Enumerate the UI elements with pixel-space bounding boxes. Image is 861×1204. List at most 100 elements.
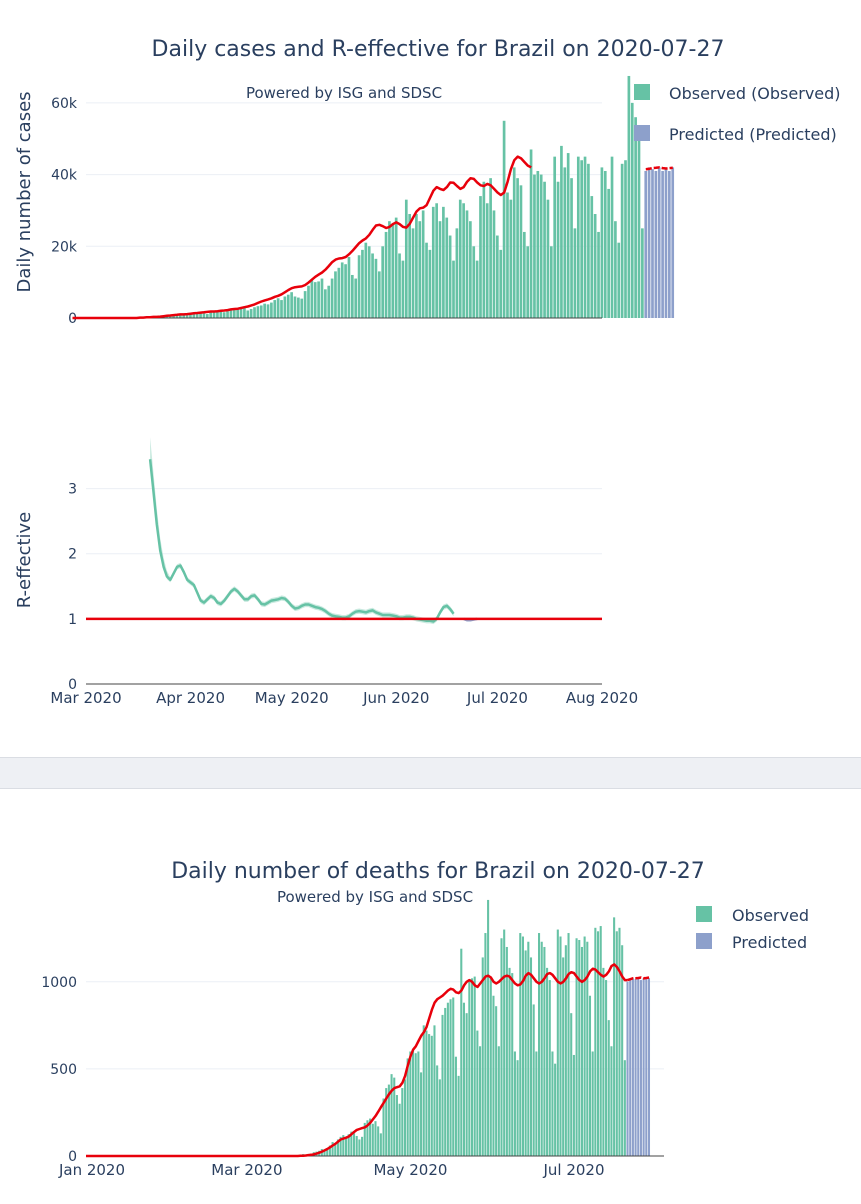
cases-observed-bar xyxy=(452,261,455,318)
deaths-observed-bar xyxy=(372,1124,374,1156)
cases-observed-bar xyxy=(375,259,378,318)
deaths-observed-bar xyxy=(538,933,540,1156)
deaths-observed-bar xyxy=(610,1046,612,1156)
cases-observed-bar xyxy=(240,308,243,318)
cases-observed-bar xyxy=(574,228,577,318)
deaths-x-tick-label: Jan 2020 xyxy=(58,1161,125,1179)
deaths-observed-bar xyxy=(584,937,586,1156)
deaths-observed-bar xyxy=(592,1051,594,1156)
deaths-observed-bar xyxy=(618,928,620,1156)
deaths-observed-bar xyxy=(444,1008,446,1156)
cases-observed-bar xyxy=(570,178,573,318)
cases-observed-bar xyxy=(327,286,330,318)
cases-observed-bar xyxy=(311,280,314,318)
cases-observed-bar xyxy=(557,182,560,318)
deaths-observed-bar xyxy=(412,1050,414,1156)
reff-y-tick-label: 1 xyxy=(68,612,77,628)
cases-observed-bar xyxy=(422,210,425,318)
reff-x-tick-label: Mar 2020 xyxy=(50,689,121,707)
cases-observed-bar xyxy=(371,253,374,318)
deaths-observed-bar xyxy=(602,968,604,1156)
cases-observed-bar xyxy=(412,228,415,318)
cases-observed-bar xyxy=(415,214,418,318)
cases-observed-bar xyxy=(294,296,297,318)
deaths-observed-bar xyxy=(559,937,561,1156)
deaths-observed-bar xyxy=(576,938,578,1156)
cases-observed-bar xyxy=(250,309,253,318)
cases-predicted-bar xyxy=(665,169,668,318)
cases-observed-bar xyxy=(638,132,641,318)
cases-observed-bar xyxy=(361,250,364,318)
deaths-annotation: Powered by ISG and SDSC xyxy=(277,888,473,906)
deaths-legend-swatch xyxy=(696,933,712,949)
cases-observed-bar xyxy=(634,117,637,318)
cases-observed-bar xyxy=(253,307,256,318)
cases-observed-bar xyxy=(364,243,367,318)
cases-observed-bar xyxy=(257,306,260,318)
deaths-observed-bar xyxy=(428,1034,430,1156)
cases-observed-bar xyxy=(597,232,600,318)
cases-observed-bar xyxy=(523,232,526,318)
deaths-x-tick-label: Mar 2020 xyxy=(211,1161,282,1179)
deaths-predicted-bar xyxy=(648,978,650,1156)
deaths-observed-bar xyxy=(447,1003,449,1156)
cases-observed-bar xyxy=(611,157,614,318)
cases-observed-bar xyxy=(526,246,529,318)
deaths-observed-bar xyxy=(605,980,607,1156)
deaths-observed-bar xyxy=(396,1095,398,1156)
cases-observed-bar xyxy=(388,221,391,318)
deaths-observed-bar xyxy=(476,1031,478,1156)
deaths-observed-bar xyxy=(490,977,492,1156)
cases-observed-bar xyxy=(516,178,519,318)
cases-observed-bar xyxy=(331,279,334,318)
deaths-observed-bar xyxy=(401,1088,403,1156)
cases-observed-bar xyxy=(449,236,452,318)
deaths-observed-bar xyxy=(551,1051,553,1156)
cases-observed-bar xyxy=(435,203,438,318)
deaths-observed-bar xyxy=(554,1064,556,1156)
deaths-observed-bar xyxy=(541,942,543,1156)
reff-x-tick-label: May 2020 xyxy=(255,689,329,707)
cases-observed-bar xyxy=(469,221,472,318)
cases-observed-bar xyxy=(590,196,593,318)
deaths-observed-bar xyxy=(589,996,591,1156)
cases-observed-bar xyxy=(290,292,293,318)
deaths-observed-bar xyxy=(578,940,580,1156)
deaths-observed-bar xyxy=(436,1065,438,1156)
cases-observed-bar xyxy=(378,271,381,318)
deaths-observed-bar xyxy=(479,1046,481,1156)
cases-observed-bar xyxy=(459,200,462,318)
cases-legend-label: Observed (Observed) xyxy=(669,84,841,103)
deaths-observed-bar xyxy=(549,980,551,1156)
deaths-predicted-bar xyxy=(626,982,628,1156)
cases-observed-bar xyxy=(560,146,563,318)
deaths-predicted-bar xyxy=(640,980,642,1156)
deaths-observed-bar xyxy=(498,1046,500,1156)
deaths-observed-bar xyxy=(452,997,454,1156)
deaths-observed-bar xyxy=(380,1133,382,1156)
reff-y-tick-label: 2 xyxy=(68,547,77,563)
deaths-observed-bar xyxy=(361,1137,363,1156)
deaths-legend-label: Predicted xyxy=(732,933,807,952)
cases-observed-bar xyxy=(226,311,229,318)
cases-observed-bar xyxy=(402,261,405,318)
cases-observed-bar xyxy=(631,103,634,318)
cases-observed-bar xyxy=(617,243,620,318)
cases-observed-bar xyxy=(354,279,357,318)
deaths-observed-bar xyxy=(404,1079,406,1156)
deaths-observed-bar xyxy=(570,1013,572,1156)
cases-observed-bar xyxy=(351,275,354,318)
deaths-predicted-bar xyxy=(629,980,631,1156)
cases-observed-bar xyxy=(267,304,270,318)
cases-observed-bar xyxy=(270,303,273,318)
cases-observed-bar xyxy=(628,76,631,318)
cases-observed-bar xyxy=(510,200,513,318)
cases-observed-bar xyxy=(607,189,610,318)
deaths-observed-bar xyxy=(567,933,569,1156)
cases-predicted-bar xyxy=(668,171,671,318)
deaths-observed-bar xyxy=(391,1074,393,1156)
deaths-x-tick-label: May 2020 xyxy=(373,1161,447,1179)
cases-observed-bar xyxy=(540,175,543,318)
